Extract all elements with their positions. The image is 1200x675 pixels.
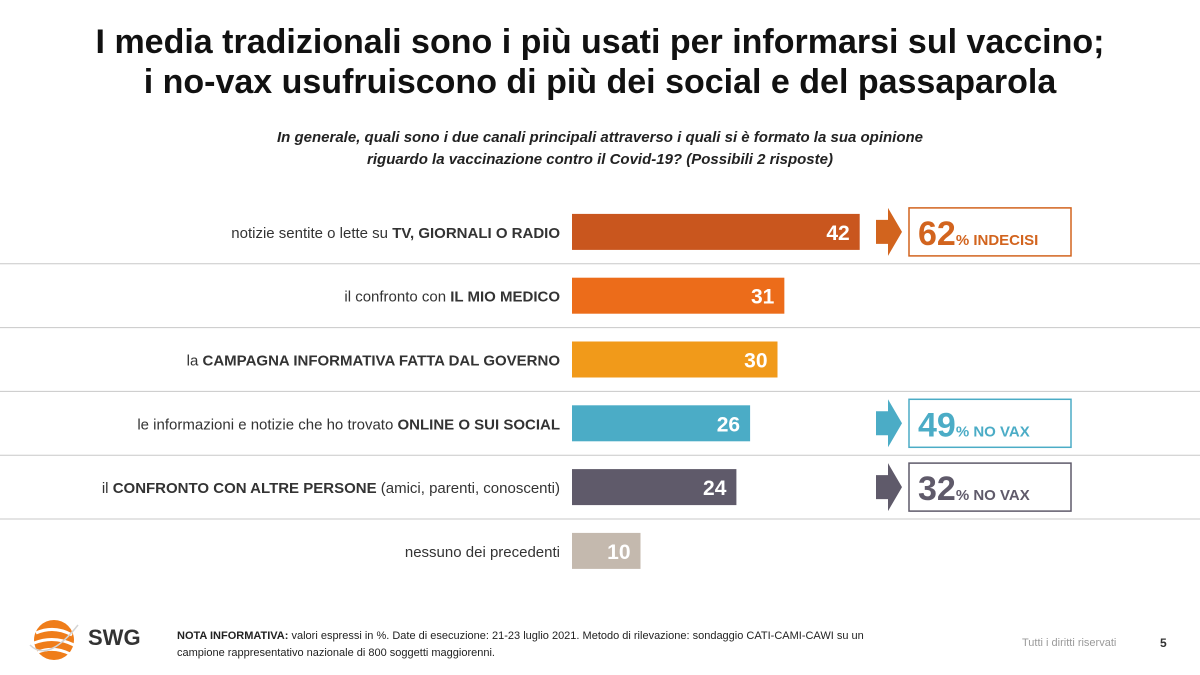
question-line-1: In generale, quali sono i due canali pri…	[277, 129, 923, 146]
category-label: notizie sentite o lette su TV, GIORNALI …	[231, 225, 560, 242]
callout-text: 32% NO VAX	[918, 470, 1030, 508]
bar-value-label: 30	[744, 350, 767, 373]
category-label: il CONFRONTO CON ALTRE PERSONE (amici, p…	[102, 480, 560, 497]
bar	[572, 469, 737, 506]
bar	[572, 213, 860, 250]
bar-chart: notizie sentite o lette su TV, GIORNALI …	[0, 207, 1200, 569]
callout-arrow-icon	[876, 399, 902, 448]
note-line-1: valori espressi in %. Date di esecuzione…	[288, 630, 864, 642]
callout-box	[908, 207, 1072, 257]
callout-arrow-icon	[876, 207, 902, 256]
category-label: la CAMPAGNA INFORMATIVA FATTA DAL GOVERN…	[187, 353, 561, 370]
callout-arrow-icon	[876, 463, 902, 512]
survey-question: In generale, quali sono i due canali pri…	[0, 127, 1200, 171]
bar-value-label: 24	[703, 477, 727, 500]
swg-logo-text: SWG	[88, 625, 141, 650]
page-number: 5	[1160, 636, 1167, 650]
page-title: I media tradizionali sono i più usati pe…	[0, 22, 1200, 102]
bar-value-label: 42	[826, 222, 849, 245]
question-line-2: riguardo la vaccinazione contro il Covid…	[367, 151, 833, 168]
callout-text: 62% INDECISI	[918, 215, 1038, 253]
category-label: il confronto con IL MIO MEDICO	[344, 289, 560, 306]
swg-logo	[28, 615, 158, 665]
bar-value-label: 31	[751, 286, 775, 309]
category-label: nessuno dei precedenti	[405, 544, 560, 561]
note-label: NOTA INFORMATIVA:	[177, 630, 289, 642]
footer-note: NOTA INFORMATIVA: valori espressi in %. …	[177, 628, 977, 662]
callout-text: 49% NO VAX	[918, 406, 1030, 444]
callout-box	[908, 398, 1072, 449]
bar	[572, 341, 778, 378]
note-line-2: campione rappresentativo nazionale di 80…	[177, 647, 495, 659]
category-label: le informazioni e notizie che ho trovato…	[137, 416, 560, 433]
bar	[572, 277, 785, 314]
bar-value-label: 10	[607, 541, 630, 564]
title-line-1: I media tradizionali sono i più usati pe…	[95, 23, 1105, 61]
rights-text: Tutti i diritti riservati	[1022, 637, 1117, 649]
bar-value-label: 26	[717, 413, 740, 436]
title-line-2: i no-vax usufruiscono di più dei social …	[143, 63, 1057, 101]
bar	[572, 405, 751, 442]
callout-box	[908, 462, 1072, 512]
swg-globe-icon	[29, 620, 79, 660]
bar	[572, 532, 641, 569]
